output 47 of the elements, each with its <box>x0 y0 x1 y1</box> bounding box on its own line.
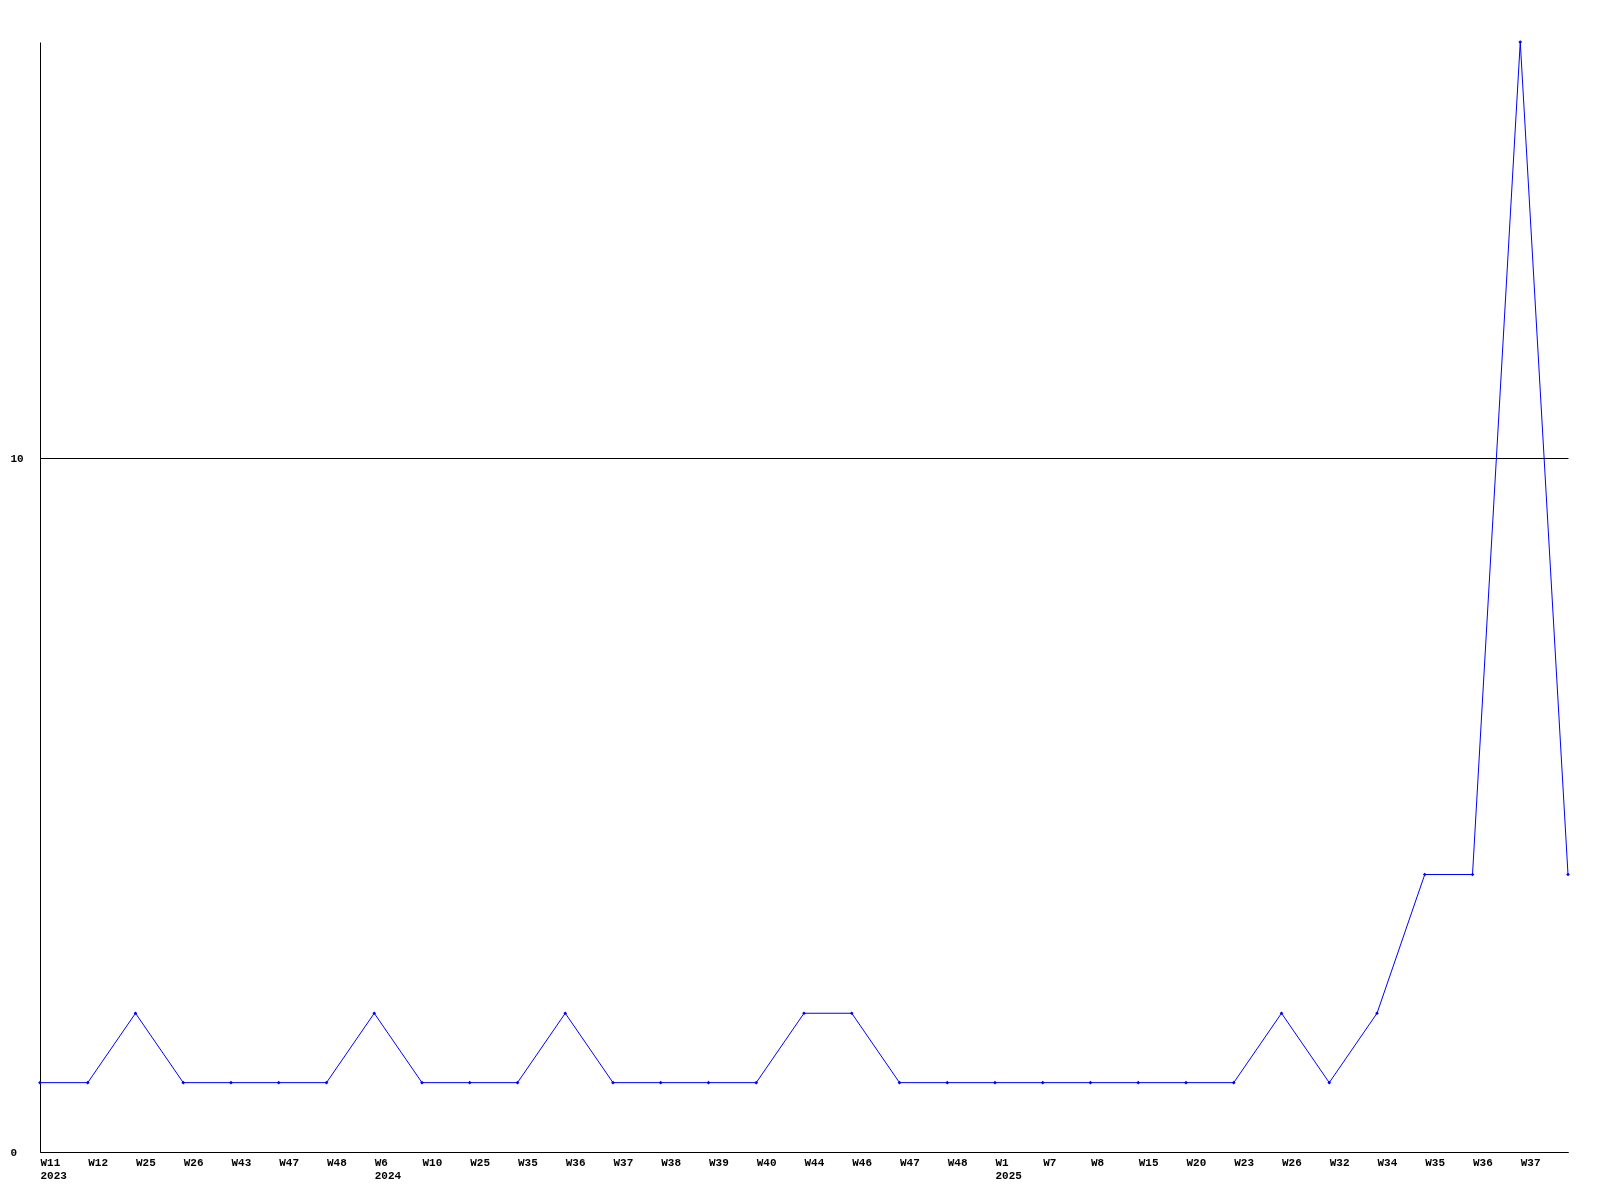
point <box>1279 1011 1284 1016</box>
point <box>1375 1011 1379 1016</box>
x-tick-label: W39 <box>709 1156 729 1169</box>
x-tick-label: W26 <box>183 1156 204 1169</box>
point <box>1566 872 1570 877</box>
point <box>1422 872 1427 877</box>
x-tick-label: W7 <box>1043 1156 1057 1169</box>
x-tick-label: W25 <box>136 1156 157 1169</box>
point <box>1184 1080 1188 1085</box>
point <box>420 1080 424 1085</box>
x-tick-label: W32 <box>1329 1156 1350 1169</box>
point <box>133 1011 138 1016</box>
x-tick-label: W36 <box>565 1156 586 1169</box>
x-tick-label: W10 <box>422 1156 443 1169</box>
x-tick-label: W38 <box>661 1156 682 1169</box>
x-tick-label: W48 <box>947 1156 968 1169</box>
x-tick-label: W46 <box>852 1156 873 1169</box>
x-tick-label: W47 <box>900 1156 920 1169</box>
x-tick-label: W48 <box>327 1156 348 1169</box>
point <box>38 1080 42 1085</box>
x-tick-label: W44 <box>804 1156 825 1169</box>
x-tick-label: W20 <box>1186 1156 1207 1169</box>
x-tick-label: W26 <box>1282 1156 1302 1169</box>
x-tick-label: W35 <box>1425 1156 1446 1169</box>
x-tick-label: W25 <box>470 1156 491 1169</box>
x-tick-label: W36 <box>1473 1156 1493 1169</box>
x-tick-label: W37 <box>1520 1156 1541 1169</box>
x-tick-label: W23 <box>1234 1156 1255 1169</box>
x-tick-label: W37 <box>613 1156 634 1169</box>
x-tick-label: W43 <box>231 1156 252 1169</box>
x-tick-label: W34 <box>1377 1156 1398 1169</box>
point <box>1518 40 1523 44</box>
x-tick-label: W15 <box>1138 1156 1159 1169</box>
x-tick-label: W47 <box>279 1156 300 1169</box>
x-tick-label: W8 <box>1091 1156 1105 1169</box>
point <box>611 1080 615 1085</box>
point <box>802 1011 806 1016</box>
x-tick-label: W35 <box>518 1156 539 1169</box>
x-tick-label: W40 <box>756 1156 777 1169</box>
x-tick-label: W6 2024 <box>374 1156 402 1182</box>
x-tick-label: W1 2025 <box>995 1156 1023 1182</box>
y-tick-label: 10 <box>10 452 24 465</box>
point <box>229 1080 233 1085</box>
x-tick-label: W12 <box>88 1156 109 1169</box>
y-tick-label: 0 <box>10 1146 18 1159</box>
x-tick-label: W11 2023 <box>40 1156 68 1182</box>
point <box>993 1080 997 1085</box>
